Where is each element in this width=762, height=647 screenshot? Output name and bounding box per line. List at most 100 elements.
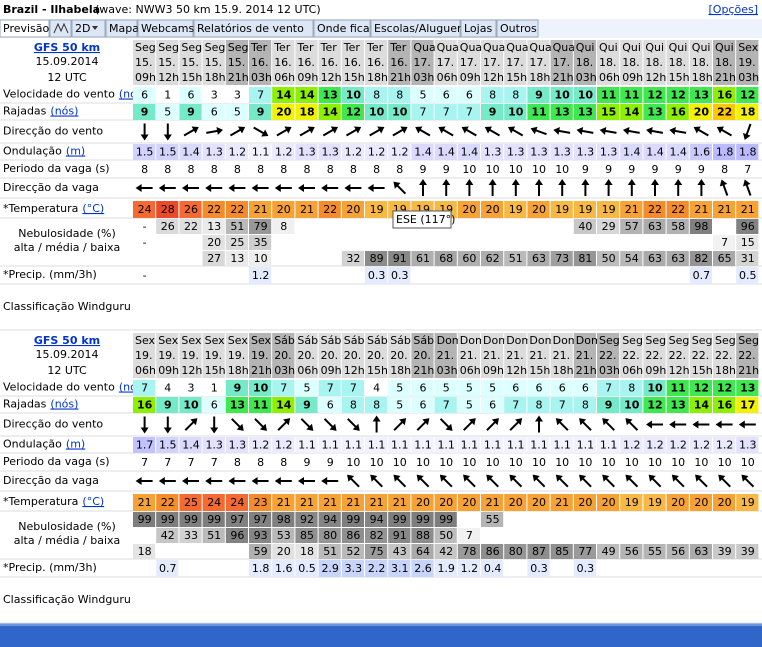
direction-arrow	[347, 418, 360, 431]
cell-value: 10	[486, 163, 500, 176]
tab-label[interactable]: Lojas	[464, 22, 492, 35]
header-cell	[365, 55, 388, 70]
header-dates: 21.	[529, 349, 547, 362]
cloud-value: 39	[718, 545, 732, 558]
cell	[736, 87, 759, 103]
model-link[interactable]: GFS 50 km	[34, 41, 100, 54]
unit-link[interactable]: (m)	[66, 145, 85, 158]
cell-value: 8	[188, 163, 195, 176]
cell	[249, 380, 272, 396]
unit-link[interactable]: (nós)	[50, 398, 78, 411]
cell	[156, 380, 179, 396]
tab-label[interactable]: Onde ficar	[317, 22, 375, 35]
cell	[713, 144, 736, 160]
cloud-cell	[249, 251, 272, 266]
header-cell	[573, 363, 596, 378]
direction-arrow	[345, 126, 362, 137]
cell-value: 10	[555, 456, 569, 469]
arrow-head	[283, 418, 291, 426]
header-hours: 06h	[622, 364, 643, 377]
tab[interactable]	[313, 19, 371, 38]
tab-label[interactable]: 2D	[75, 22, 90, 35]
header-days: Sex	[228, 334, 249, 347]
header-hours: 06h	[135, 364, 156, 377]
cell	[133, 380, 156, 396]
cell-value: 6	[582, 382, 589, 395]
tab-label[interactable]: Previsão	[3, 22, 50, 35]
direction-arrow	[298, 477, 315, 485]
header-days: Dom	[529, 334, 555, 347]
cell	[249, 397, 272, 413]
tab-label[interactable]: Mapa	[109, 22, 139, 35]
header-cell	[620, 55, 643, 70]
header-hours: 12h	[321, 71, 342, 84]
cell	[295, 494, 318, 511]
options-link[interactable]: [Opções]	[709, 3, 759, 16]
tab[interactable]	[49, 19, 72, 38]
cell-value: 13	[578, 106, 593, 119]
tab-label[interactable]: Outros	[500, 22, 537, 35]
cell	[295, 560, 318, 577]
cell-value: 1.1	[484, 439, 502, 452]
cloud-cell	[643, 544, 666, 559]
header-cell	[736, 40, 759, 55]
cell-value: 13	[671, 399, 686, 412]
cell	[318, 437, 341, 453]
header-hours: 12h	[181, 364, 202, 377]
tab[interactable]	[0, 19, 50, 38]
cell-value: 1.1	[600, 439, 618, 452]
cell-value: 9	[304, 456, 311, 469]
cell-value: 9	[628, 163, 635, 176]
cloud-value: 63	[671, 252, 685, 265]
cell-value: 10	[625, 456, 639, 469]
header-dates: 18.	[669, 56, 687, 69]
cell-value: 19	[509, 203, 523, 216]
cell-value: 1.1	[298, 439, 316, 452]
header-dates: 19.	[205, 349, 223, 362]
tab-label[interactable]: Relatórios de vento	[197, 22, 304, 35]
tab[interactable]	[460, 19, 497, 38]
cell	[573, 201, 596, 218]
cloud-value: 7	[466, 529, 473, 542]
cloud-value: 39	[741, 545, 755, 558]
tab[interactable]	[193, 19, 314, 38]
cell	[597, 380, 620, 396]
direction-arrow	[648, 474, 662, 488]
cell	[713, 104, 736, 120]
unit-link[interactable]: (nós)	[50, 105, 78, 118]
cell	[457, 104, 480, 120]
unit-link[interactable]: (m)	[66, 438, 85, 451]
cell	[341, 144, 364, 160]
unit-link[interactable]: (°C)	[82, 495, 104, 508]
tab-label[interactable]: Escolas/Aluguer	[374, 22, 462, 35]
tab[interactable]	[71, 19, 106, 38]
cell	[225, 380, 248, 396]
cell	[295, 144, 318, 160]
header-dates: 20.	[321, 349, 339, 362]
cell	[318, 380, 341, 396]
cell	[365, 380, 388, 396]
cell	[457, 560, 480, 577]
tab[interactable]	[105, 19, 138, 38]
cloud-cell	[295, 512, 318, 527]
direction-arrow	[393, 418, 407, 431]
row-label: Nebulosidade (%)	[18, 227, 116, 240]
header-cell	[295, 333, 318, 348]
direction-arrow	[719, 179, 729, 196]
header-cell	[411, 333, 434, 348]
header-days: Sex	[181, 334, 202, 347]
cell-value: 20	[671, 496, 685, 509]
unit-link[interactable]: (°C)	[82, 202, 104, 215]
cell	[272, 437, 295, 453]
model-link[interactable]: GFS 50 km	[34, 334, 100, 347]
tab[interactable]	[370, 19, 461, 38]
tab[interactable]	[137, 19, 194, 38]
cell	[133, 437, 156, 453]
cloud-cell	[504, 251, 527, 266]
tab-label[interactable]: Webcams	[141, 22, 194, 35]
cell-value: 11	[531, 106, 546, 119]
header-cell	[365, 348, 388, 363]
tab[interactable]	[496, 19, 539, 38]
direction-arrow	[183, 126, 199, 137]
direction-arrow	[646, 127, 664, 135]
